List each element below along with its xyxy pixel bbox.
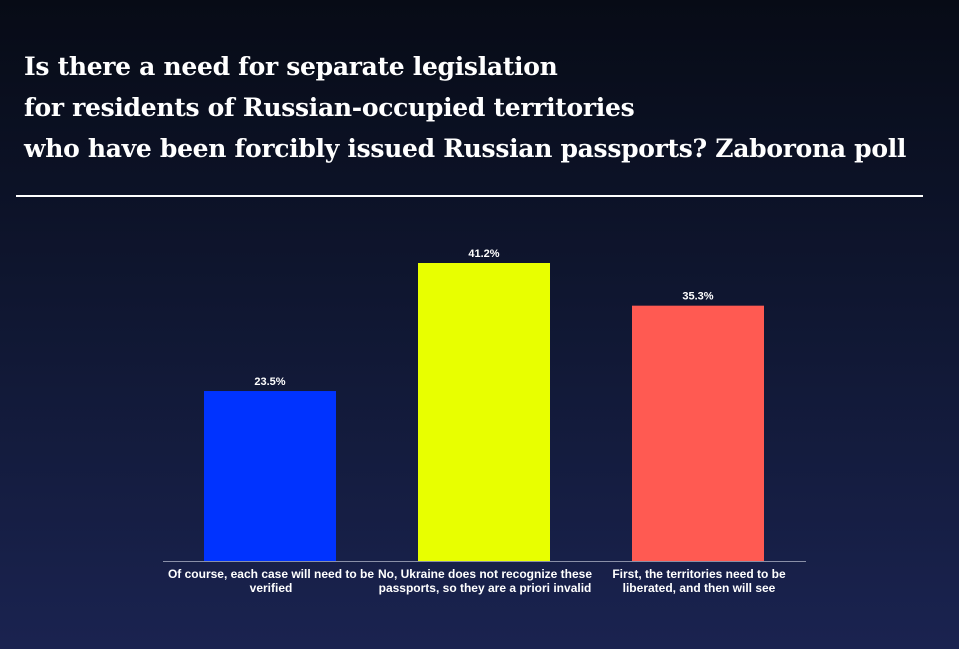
- bar-3: [632, 305, 764, 561]
- chart-title-line-2: for residents of Russian-occupied territ…: [24, 93, 635, 122]
- bar-2: [418, 263, 550, 561]
- chart-title-line-1: Is there a need for separate legislation: [24, 52, 558, 81]
- chart-title-line-3: who have been forcibly issued Russian pa…: [24, 134, 907, 163]
- category-label-3: First, the territories need to be libera…: [612, 567, 786, 595]
- category-label-2: No, Ukraine does not recognize these pas…: [377, 567, 593, 595]
- bar-value-label-2: 41.2%: [468, 248, 499, 260]
- bar-value-label-3: 35.3%: [682, 291, 713, 303]
- bar-1: [204, 391, 336, 561]
- title-divider: [16, 195, 923, 197]
- bar-value-label-1: 23.5%: [254, 376, 285, 388]
- chart-title: Is there a need for separate legislation…: [24, 46, 924, 169]
- category-label-1: Of course, each case will need to be ver…: [167, 567, 375, 595]
